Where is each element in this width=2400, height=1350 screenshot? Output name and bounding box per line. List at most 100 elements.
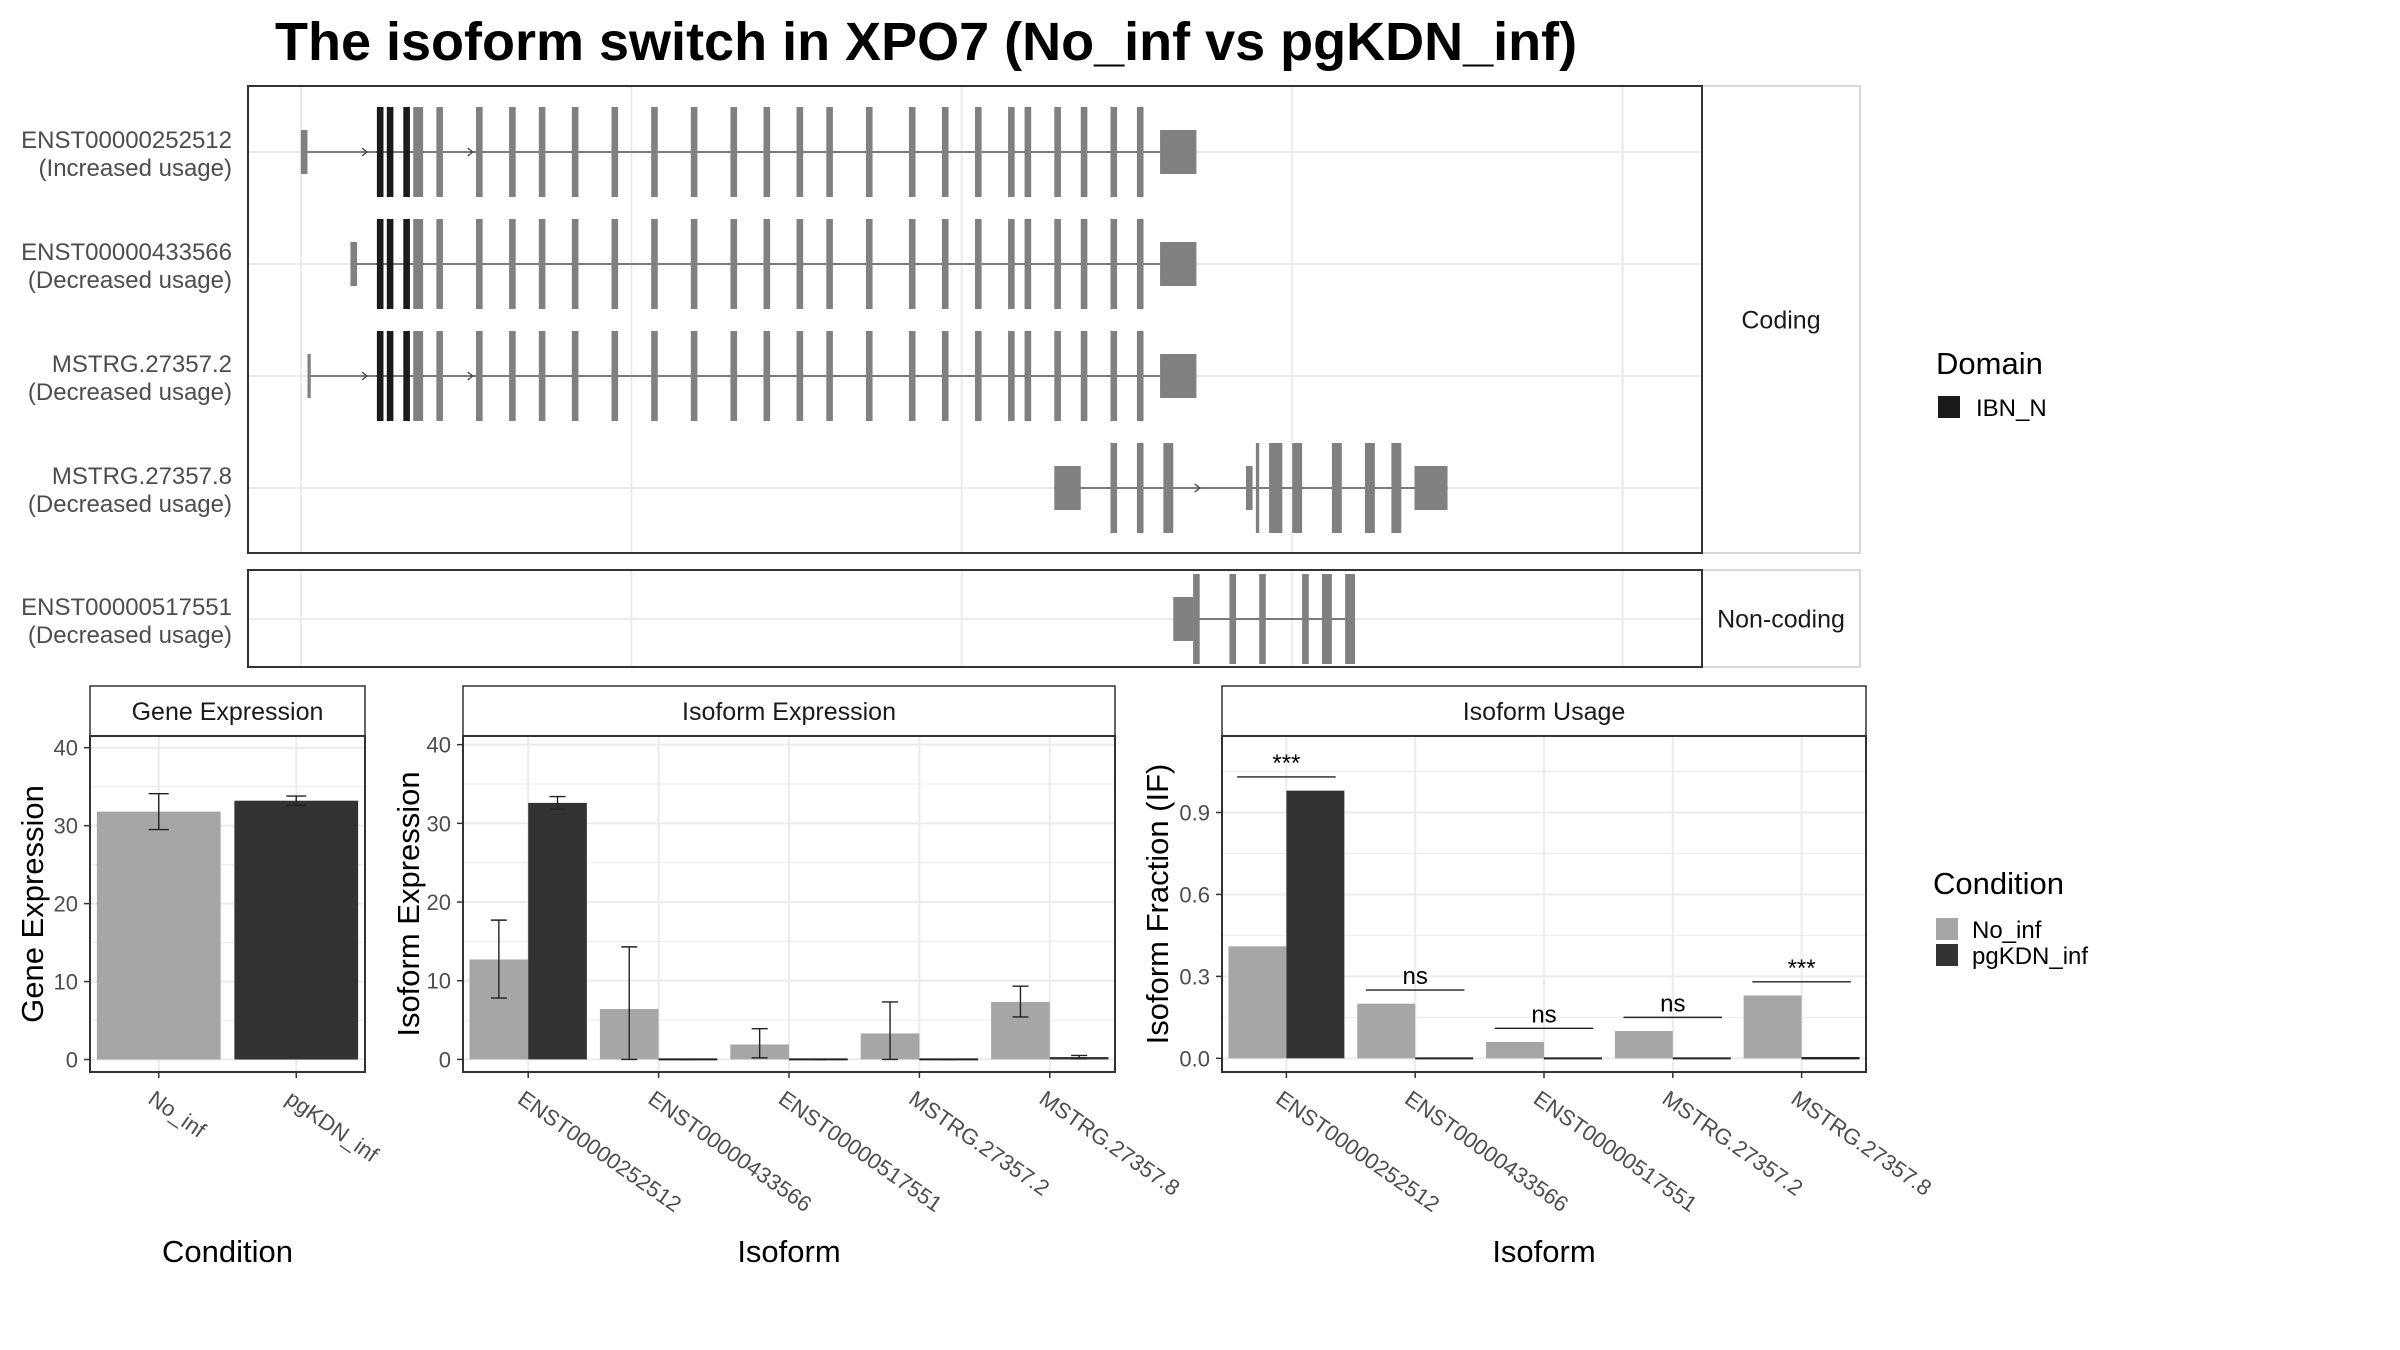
bar-panel-isoform-expression: Isoform Expression010203040ENST000002525… — [391, 685, 1184, 1269]
exon — [611, 107, 619, 197]
exon — [476, 107, 483, 197]
exon — [1245, 466, 1253, 510]
exon — [941, 107, 949, 197]
exon — [413, 219, 424, 309]
bar-no_inf — [1357, 1003, 1416, 1059]
exon — [975, 107, 982, 197]
y-tick-label: 20 — [427, 890, 451, 915]
exon — [538, 107, 546, 197]
exon — [476, 331, 483, 421]
exon — [1229, 574, 1237, 664]
exon — [1269, 443, 1283, 533]
strip-label-coding: Coding — [1741, 307, 1820, 335]
intron-arrow — [361, 147, 369, 157]
y-tick-label: 10 — [54, 970, 78, 995]
transcript-enst00000433566 — [350, 219, 1197, 309]
exon — [1160, 130, 1197, 174]
exon — [611, 219, 619, 309]
domain-legend-label: IBN_N — [1976, 395, 2047, 422]
exon — [413, 107, 424, 197]
exon — [1054, 466, 1081, 510]
bar-no_inf — [96, 811, 221, 1060]
exon — [1259, 574, 1266, 664]
exon — [1110, 219, 1118, 309]
transcript-name: MSTRG.27357.8 — [52, 463, 232, 490]
exon — [476, 219, 483, 309]
panel-title: Isoform Expression — [682, 698, 896, 726]
intron-arrow — [1194, 483, 1201, 493]
exon — [436, 331, 443, 421]
x-tick-label: pgKDN_inf — [281, 1086, 383, 1168]
intron-arrow — [467, 147, 474, 157]
exon — [651, 331, 658, 421]
transcript-name: ENST00000517551 — [21, 594, 232, 621]
bar-no_inf — [1614, 1031, 1673, 1059]
y-tick-label: 40 — [54, 736, 78, 761]
y-tick-label: 10 — [427, 969, 451, 994]
exon — [763, 331, 771, 421]
bar-pgkdn_inf — [234, 800, 359, 1060]
domain-legend-title: Domain — [1936, 346, 2043, 381]
exon — [1292, 443, 1303, 533]
domain-exon — [376, 331, 384, 421]
transcript-name: MSTRG.27357.2 — [52, 351, 232, 378]
exon — [1321, 574, 1332, 664]
exon — [763, 219, 771, 309]
exon — [509, 219, 516, 309]
exon — [1110, 331, 1118, 421]
exon — [1136, 107, 1144, 197]
panel-title: Isoform Usage — [1463, 698, 1626, 726]
exon — [730, 219, 738, 309]
y-axis-title: Gene Expression — [15, 785, 50, 1023]
exon — [538, 331, 546, 421]
domain-legend: Domain IBN_N — [1936, 346, 2047, 422]
exon — [975, 219, 982, 309]
domain-exon — [403, 331, 410, 421]
exon — [611, 331, 619, 421]
exon — [865, 219, 873, 309]
exon — [538, 219, 546, 309]
panel-title: Gene Expression — [132, 698, 324, 726]
y-tick-label: 0.3 — [1179, 964, 1210, 989]
exon — [1110, 443, 1118, 533]
significance-label: *** — [1272, 750, 1300, 777]
bar-no_inf — [1486, 1041, 1544, 1059]
exon — [1163, 443, 1174, 533]
domain-exon — [376, 219, 384, 309]
transcript-usage: (Decreased usage) — [28, 379, 232, 406]
exon — [908, 107, 916, 197]
domain-exon — [403, 107, 410, 197]
exon — [1136, 443, 1144, 533]
y-axis-title: Isoform Expression — [391, 771, 426, 1036]
condition-legend-label: pgKDN_inf — [1972, 943, 2088, 970]
exon — [1136, 219, 1144, 309]
exon — [941, 331, 949, 421]
domain-legend-swatch — [1938, 396, 1960, 418]
domain-exon — [386, 219, 394, 309]
exon — [1080, 219, 1088, 309]
exon — [1054, 219, 1061, 309]
exon — [1110, 107, 1118, 197]
transcript-enst00000517551 — [1173, 574, 1356, 664]
panel-border — [247, 85, 1703, 554]
y-tick-label: 30 — [427, 811, 451, 836]
exon — [1008, 107, 1015, 197]
exon — [1255, 443, 1260, 533]
significance-label: ns — [1531, 1001, 1556, 1028]
exon — [1302, 574, 1309, 664]
exon — [1345, 574, 1356, 664]
exon — [571, 107, 579, 197]
bar-no_inf — [1743, 995, 1802, 1059]
domain-exon — [403, 219, 410, 309]
bar-pgkdn_inf — [1286, 790, 1345, 1059]
y-tick-label: 0.9 — [1179, 800, 1210, 825]
transcript-name: ENST00000433566 — [21, 239, 232, 266]
transcript-name: ENST00000252512 — [21, 127, 232, 154]
exon — [300, 130, 308, 174]
exon — [1024, 107, 1032, 197]
exon — [796, 331, 804, 421]
x-tick-label: No_inf — [144, 1086, 211, 1143]
exon — [509, 107, 516, 197]
intron-arrow — [467, 371, 474, 381]
